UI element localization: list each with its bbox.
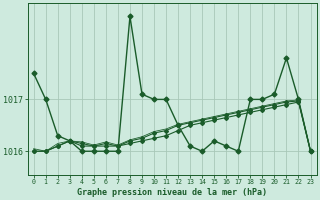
X-axis label: Graphe pression niveau de la mer (hPa): Graphe pression niveau de la mer (hPa) <box>77 188 267 197</box>
